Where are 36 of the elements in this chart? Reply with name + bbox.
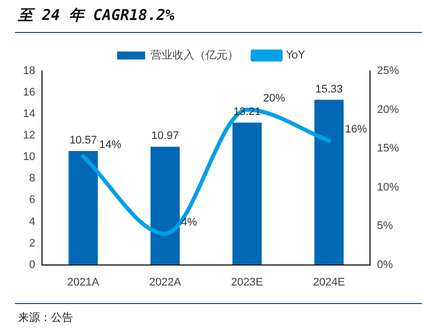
bar bbox=[68, 150, 98, 265]
y2-tick-label: 0% bbox=[376, 258, 394, 271]
chart-title: 至 24 年 CAGR18.2% bbox=[18, 6, 174, 25]
data-label: 14% bbox=[99, 138, 122, 151]
y-tick-label: 16 bbox=[22, 86, 36, 99]
data-label: 13.21 bbox=[233, 106, 261, 118]
y2-tick-label: 20% bbox=[376, 104, 400, 116]
y2-tick-label: 15% bbox=[376, 142, 400, 155]
data-label: 20% bbox=[263, 92, 286, 104]
x-tick-label: 2021A bbox=[67, 276, 100, 288]
bar bbox=[150, 146, 180, 265]
source-note: 来源：公告 bbox=[18, 310, 73, 325]
data-label: 4% bbox=[181, 216, 198, 228]
y-tick-label: 8 bbox=[29, 172, 36, 185]
y-tick-label: 14 bbox=[22, 108, 36, 120]
bar bbox=[314, 100, 344, 265]
legend-label: YoY bbox=[285, 48, 306, 62]
data-label: 16% bbox=[345, 123, 368, 136]
x-tick-label: 2023E bbox=[231, 276, 263, 288]
y-tick-label: 4 bbox=[29, 216, 36, 228]
y-tick-label: 2 bbox=[29, 237, 36, 250]
y2-tick-label: 10% bbox=[376, 181, 400, 194]
y-tick-label: 12 bbox=[22, 130, 36, 142]
x-tick-label: 2022A bbox=[149, 276, 182, 288]
x-tick-label: 2024E bbox=[313, 276, 345, 288]
data-label: 10.57 bbox=[69, 134, 97, 147]
y2-tick-label: 25% bbox=[376, 65, 400, 78]
bar bbox=[232, 122, 262, 265]
y-tick-label: 18 bbox=[22, 65, 36, 78]
data-label: 10.97 bbox=[151, 130, 179, 142]
data-label: 15.33 bbox=[315, 83, 343, 96]
y-tick-label: 0 bbox=[29, 258, 36, 271]
y-tick-label: 6 bbox=[29, 194, 36, 206]
legend-label: 营业收入（亿元） bbox=[150, 48, 239, 62]
y2-tick-label: 5% bbox=[376, 220, 394, 232]
y-tick-label: 10 bbox=[22, 151, 36, 164]
